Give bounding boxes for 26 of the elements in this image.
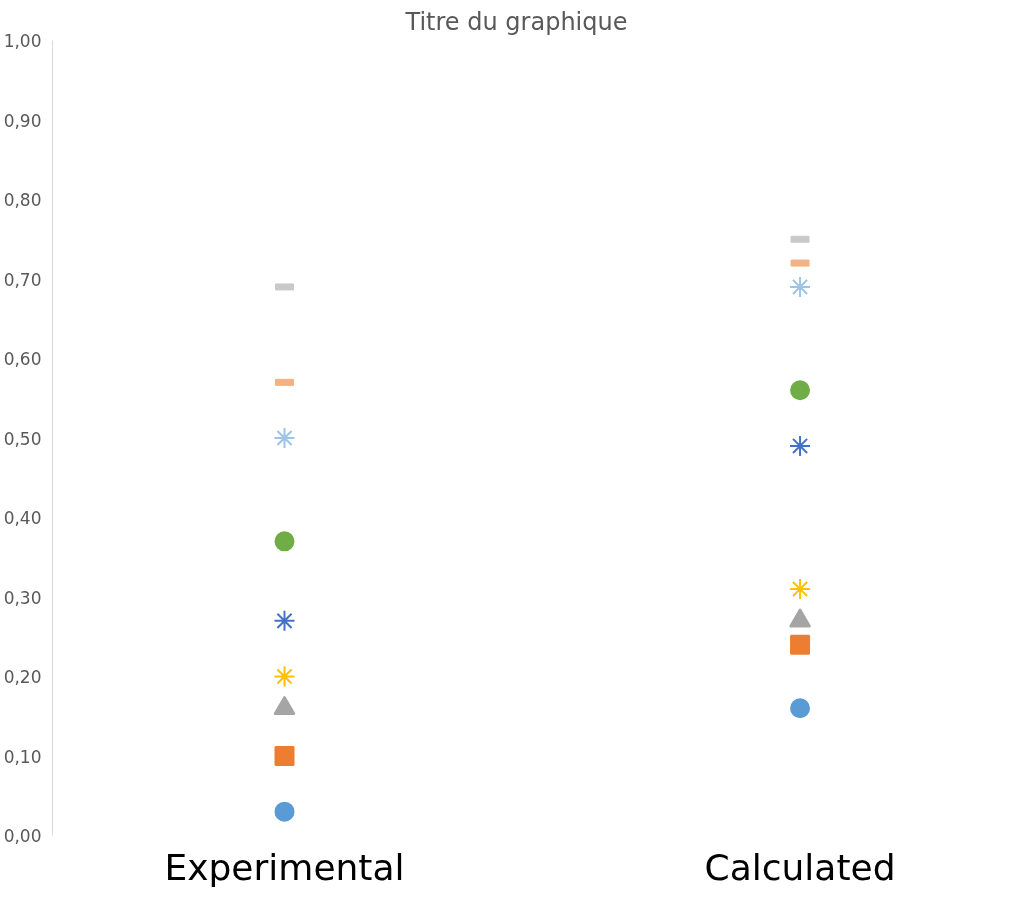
point bbox=[274, 801, 295, 822]
point bbox=[273, 609, 296, 632]
y-tick-label: 0,30 bbox=[3, 587, 42, 608]
y-tick-label: 0,70 bbox=[3, 269, 42, 290]
point bbox=[789, 434, 812, 457]
y-tick-label: 0,40 bbox=[3, 508, 42, 528]
point bbox=[274, 531, 295, 552]
point bbox=[790, 380, 811, 401]
y-tick-label: 0,20 bbox=[3, 667, 42, 687]
x-tick-label: Calculated bbox=[704, 846, 896, 888]
y-tick-label: 0,00 bbox=[3, 826, 42, 846]
point bbox=[790, 634, 811, 655]
point bbox=[789, 275, 812, 298]
y-tick-label: 0,90 bbox=[3, 110, 42, 131]
y-tick-label: 0,60 bbox=[3, 349, 42, 369]
chart-title: Titre du graphique bbox=[404, 7, 628, 36]
point bbox=[273, 665, 296, 688]
point bbox=[790, 698, 811, 719]
y-tick-label: 0,10 bbox=[3, 746, 42, 767]
point bbox=[789, 578, 812, 601]
x-tick-label: Experimental bbox=[164, 846, 405, 888]
point bbox=[274, 746, 295, 766]
y-tick-label: 0,50 bbox=[3, 428, 42, 449]
y-tick-label: 0,80 bbox=[3, 190, 42, 210]
y-tick-label: 1,00 bbox=[3, 31, 42, 51]
point bbox=[273, 427, 296, 449]
